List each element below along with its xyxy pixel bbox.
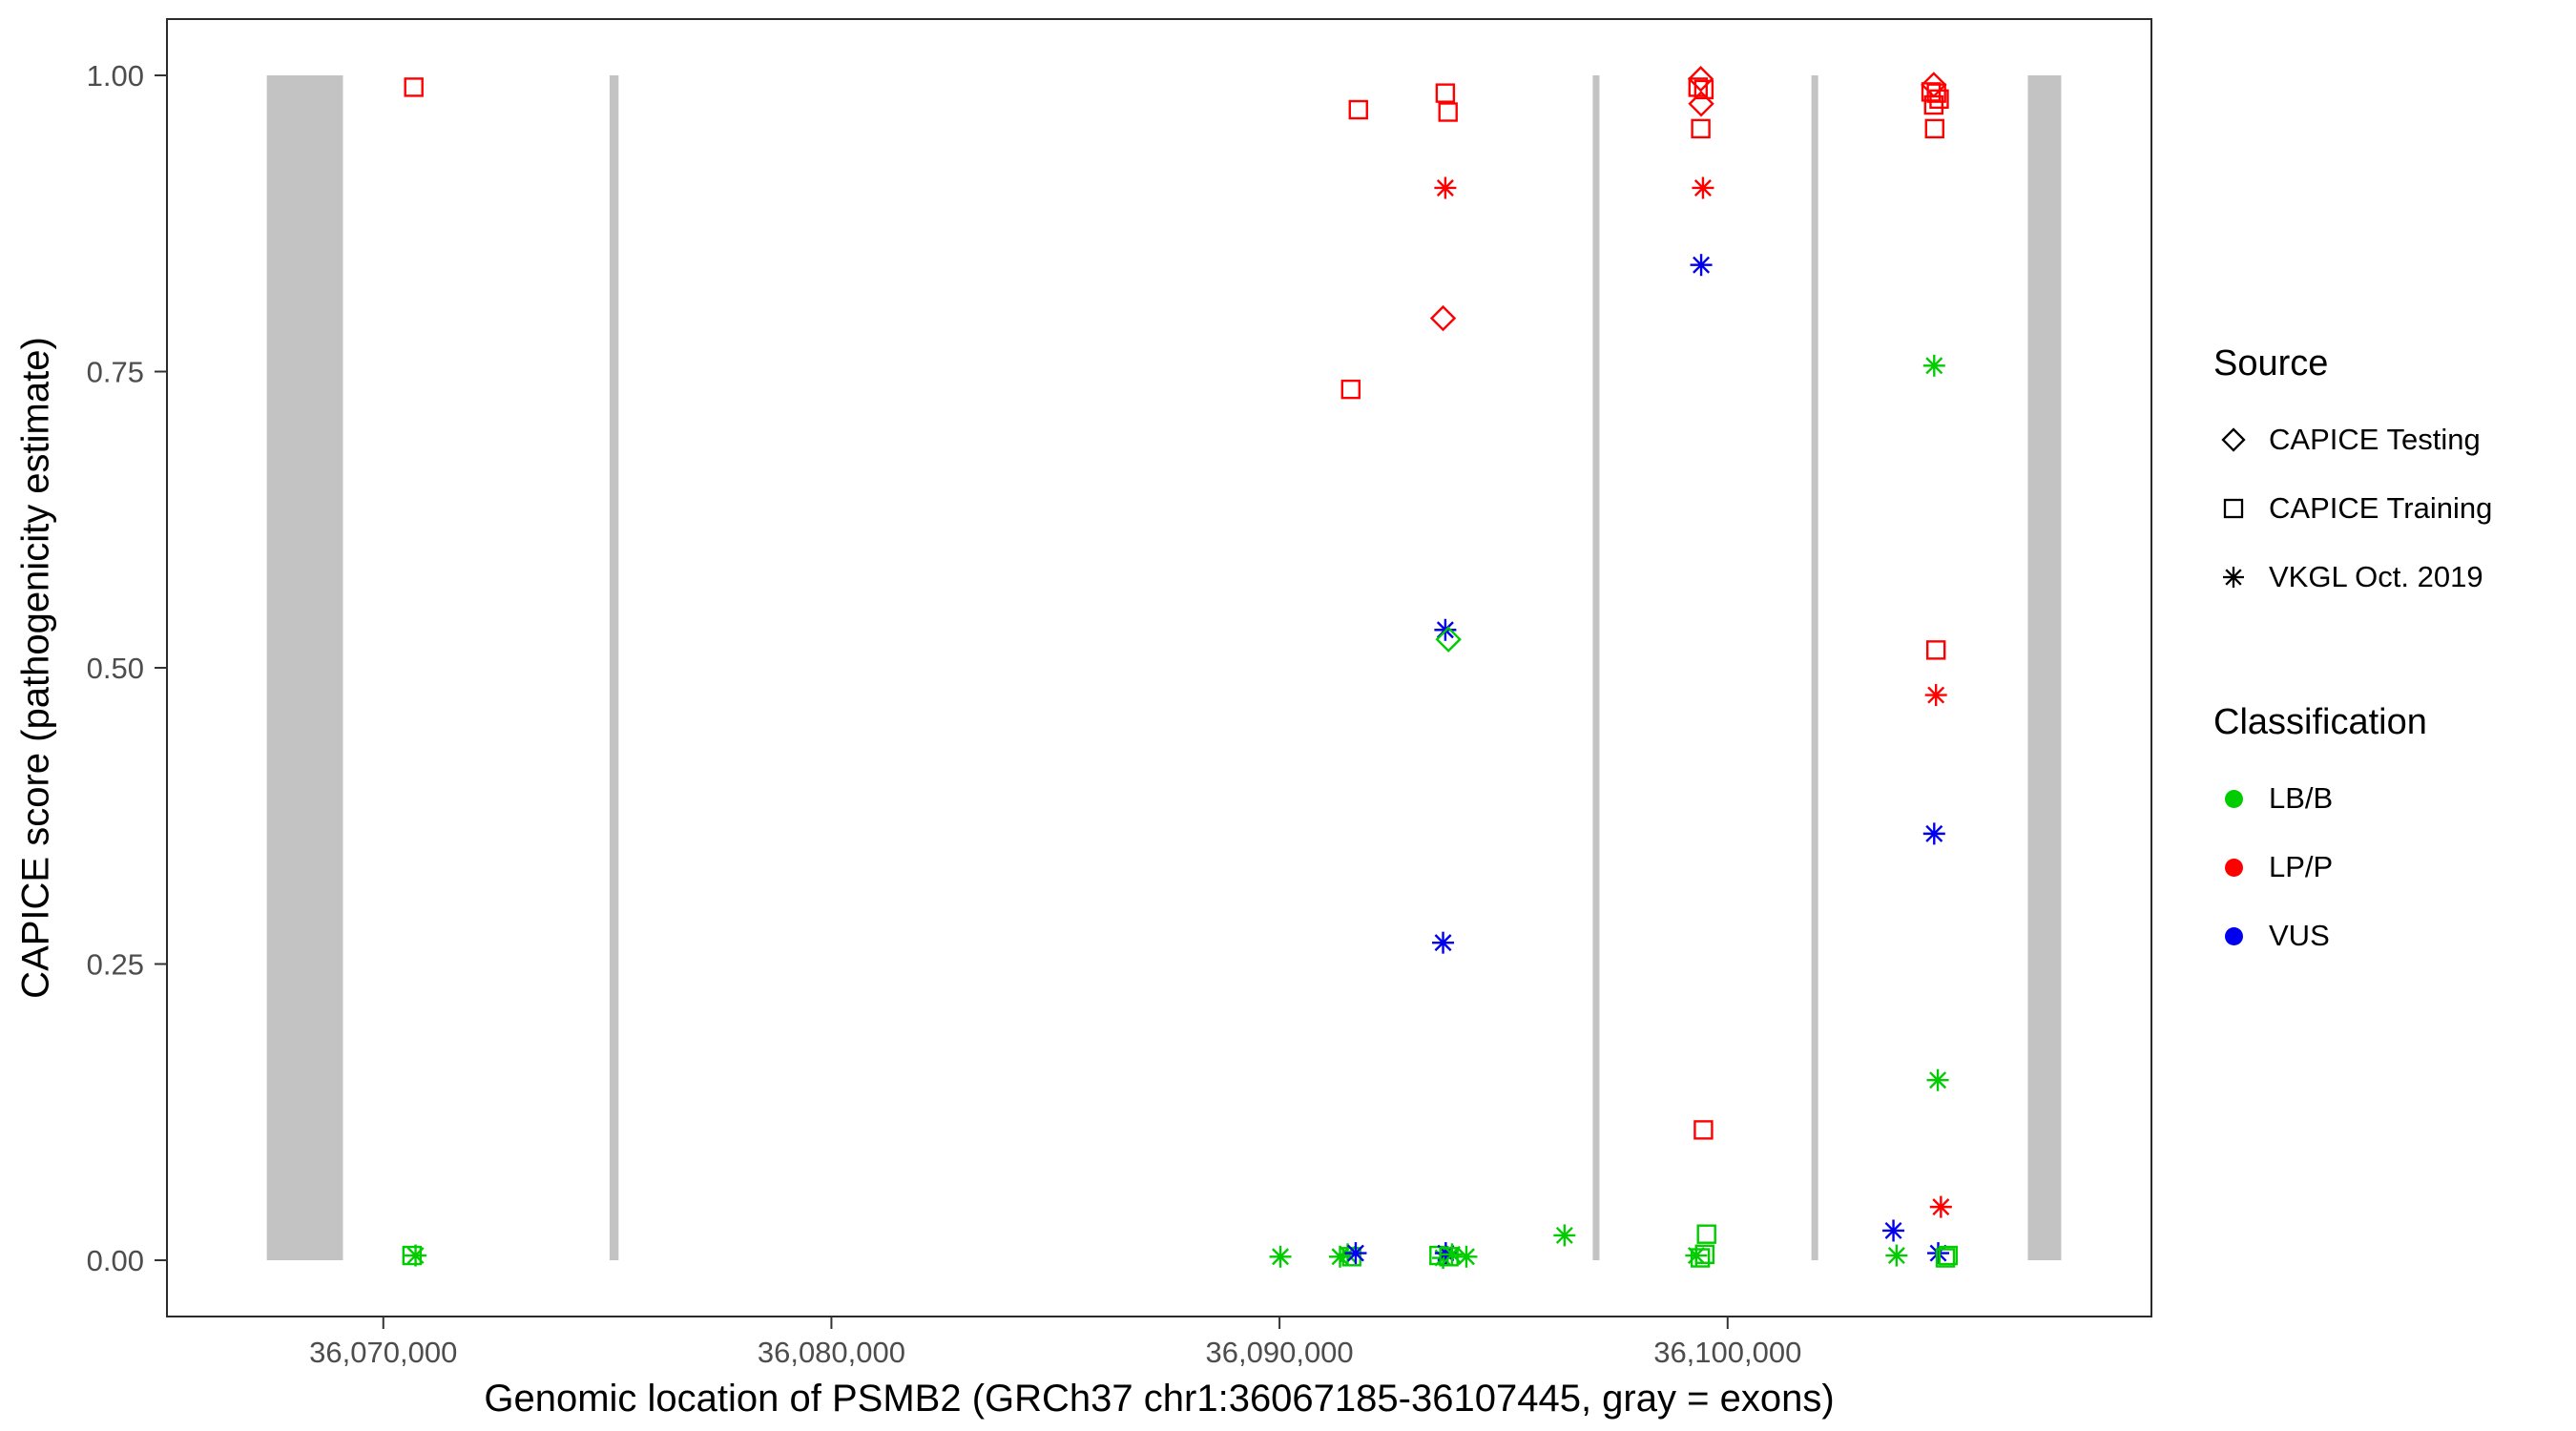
data-point: [1885, 1244, 1908, 1267]
legend-label-lbb: LB/B: [2269, 781, 2334, 815]
legend-group-classification: Classification LB/B LP/P VUS: [2213, 702, 2566, 970]
red-dot-icon: [2213, 858, 2254, 877]
y-tick-label: 0.50: [87, 652, 144, 685]
legend-label-vkgl: VKGL Oct. 2019: [2269, 560, 2483, 593]
x-tick-label: 36,090,000: [1206, 1336, 1354, 1369]
y-tick-label: 0.75: [87, 355, 144, 388]
data-point: [1344, 1242, 1367, 1265]
data-point: [1269, 1245, 1292, 1268]
data-point: [1441, 1243, 1464, 1266]
square-icon: [2213, 492, 2254, 525]
data-point: [1688, 91, 1714, 117]
legend-classification-title: Classification: [2213, 702, 2427, 742]
data-point: [1926, 1068, 1949, 1091]
y-tick-label: 1.00: [87, 59, 144, 93]
data-point: [404, 77, 424, 97]
data-point: [1691, 118, 1711, 139]
plot-panel-border: [166, 18, 2152, 1317]
green-dot-icon: [2213, 789, 2254, 808]
data-point: [1694, 1244, 1715, 1264]
blue-dot-icon: [2213, 926, 2254, 945]
legend-group-source: Source CAPICE Testing CAPICE Training: [2213, 343, 2566, 612]
data-point: [1696, 1224, 1716, 1244]
data-point: [1687, 66, 1714, 93]
asterisk-icon: [2213, 561, 2254, 593]
legend-item-vkgl: VKGL Oct. 2019: [2213, 543, 2566, 612]
data-point: [1922, 354, 1945, 377]
data-point: [1923, 94, 1944, 115]
exon-region: [1811, 74, 1818, 1261]
data-point: [1924, 118, 1944, 139]
legend-source-title: Source: [2213, 343, 2329, 384]
x-tick-label: 36,080,000: [758, 1336, 905, 1369]
legend-item-capice-training: CAPICE Training: [2213, 474, 2566, 543]
exon-region: [266, 74, 343, 1261]
data-point: [1348, 99, 1368, 120]
data-point: [1938, 1245, 1959, 1266]
x-axis-title: Genomic location of PSMB2 (GRCh37 chr1:3…: [484, 1378, 1835, 1420]
data-point: [1693, 79, 1714, 100]
data-point: [1935, 1248, 1956, 1268]
data-point: [1925, 640, 1946, 660]
data-point: [1922, 822, 1945, 845]
x-tick-label: 36,100,000: [1653, 1336, 1801, 1369]
legend-item-lpp: LP/P: [2213, 833, 2566, 902]
y-axis-title: CAPICE score (pathogenicity estimate): [14, 337, 57, 999]
data-point: [1434, 176, 1457, 199]
legend-item-lbb: LB/B: [2213, 764, 2566, 833]
exon-region: [1592, 74, 1600, 1261]
data-point: [1929, 1195, 1952, 1218]
legend-label-vus: VUS: [2269, 919, 2330, 952]
data-point: [1924, 684, 1947, 707]
legend-label-capice-training: CAPICE Training: [2269, 491, 2493, 525]
y-tick-label: 0.25: [87, 948, 144, 982]
diamond-icon: [2213, 424, 2254, 456]
legend-item-capice-testing: CAPICE Testing: [2213, 405, 2566, 474]
exon-region: [609, 74, 619, 1261]
legend-label-capice-testing: CAPICE Testing: [2269, 423, 2481, 456]
data-point: [1693, 1120, 1714, 1140]
data-point: [1340, 379, 1361, 400]
data-point: [1435, 626, 1462, 653]
data-point: [1690, 1248, 1711, 1268]
data-point: [1882, 1219, 1905, 1242]
data-point: [1455, 1245, 1478, 1268]
data-point: [1926, 83, 1946, 103]
data-point: [1692, 176, 1714, 199]
data-point: [1438, 102, 1458, 122]
legend: Source CAPICE Testing CAPICE Training: [2213, 343, 2566, 1061]
exon-region: [2027, 74, 2062, 1261]
data-point: [1435, 83, 1456, 103]
data-point: [1690, 254, 1713, 277]
legend-label-lpp: LP/P: [2269, 850, 2334, 883]
data-point: [1553, 1224, 1576, 1247]
data-point: [405, 1244, 427, 1267]
data-point: [1429, 304, 1457, 332]
data-point: [1432, 931, 1455, 954]
data-point: [1929, 89, 1949, 110]
y-tick-label: 0.00: [87, 1244, 144, 1277]
legend-item-vus: VUS: [2213, 902, 2566, 970]
x-tick-label: 36,070,000: [309, 1336, 457, 1369]
data-point: [1927, 1242, 1950, 1265]
